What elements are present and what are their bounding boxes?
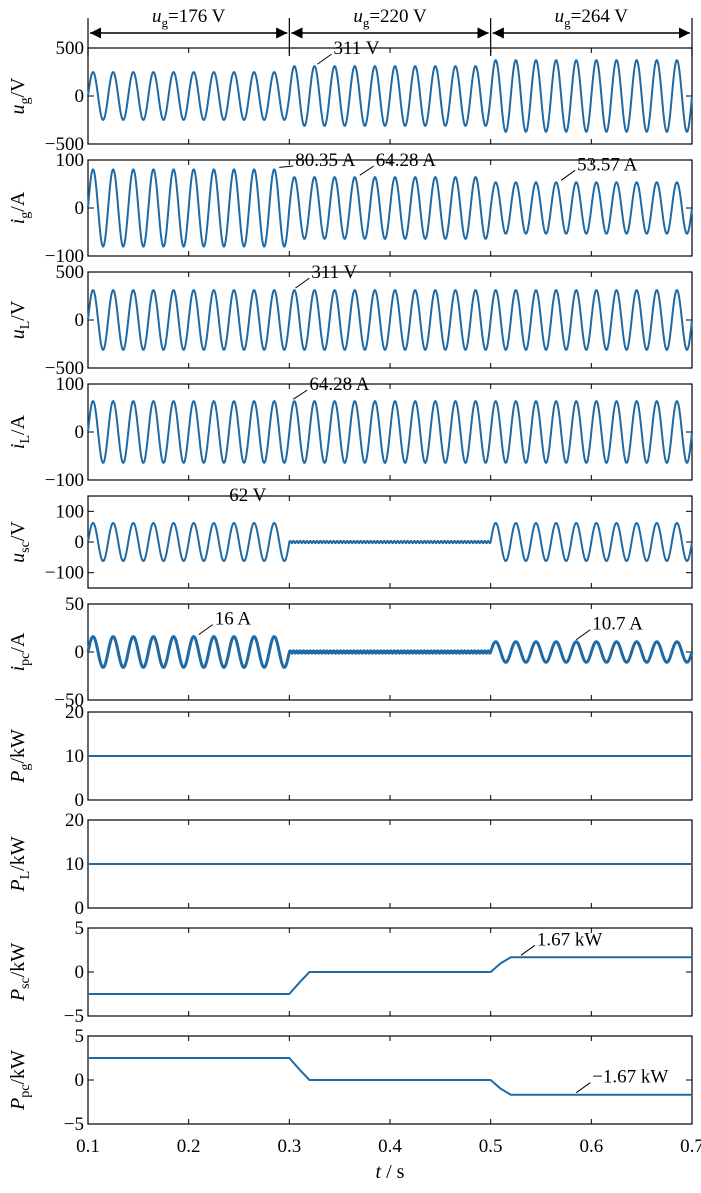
series-line — [87, 59, 693, 133]
y-tick-label: 0 — [75, 198, 85, 219]
y-tick-label: −100 — [45, 246, 84, 267]
x-axis-label: t / s — [376, 1161, 405, 1183]
y-tick-label: −100 — [45, 470, 84, 491]
y-tick-label: 0 — [75, 86, 85, 107]
y-tick-label: 5 — [75, 918, 85, 939]
annotation-label: 311 V — [334, 38, 380, 59]
x-tick-label: 0.1 — [76, 1136, 100, 1157]
panel-ig: 100 0 −100 ig/A 80.35 A 64.28 A 53.57 A — [7, 150, 693, 267]
annotation-leader — [359, 165, 375, 176]
annotation-label: 53.57 A — [577, 154, 637, 175]
panel-Pg: 20 10 0 Pg/kW — [7, 702, 693, 811]
y-tick-label: 500 — [56, 262, 85, 283]
panel-usc: 100 0 −100 usc/V 62 V — [7, 485, 693, 589]
annotation-label: 10.7 A — [592, 614, 643, 635]
y-axis-label: Ppc/kW — [7, 1050, 33, 1111]
y-tick-label: −100 — [45, 563, 84, 584]
x-tick-label: 0.2 — [177, 1136, 201, 1157]
annotation-label: 64.28 A — [376, 150, 436, 171]
panel-PL: 20 10 0 PL/kW — [7, 810, 693, 919]
x-tick-label: 0.4 — [378, 1136, 402, 1157]
series-line — [87, 289, 693, 351]
annotation-leader — [520, 944, 536, 956]
region-label: ug=264 V — [555, 6, 629, 30]
annotation-label: 16 A — [215, 609, 252, 630]
y-axis-label: PL/kW — [7, 836, 33, 892]
y-tick-label: 100 — [56, 374, 85, 395]
y-axis-label: Psc/kW — [7, 943, 33, 1002]
annotation-leader — [293, 389, 308, 400]
y-tick-label: 0 — [75, 642, 85, 663]
series-line — [87, 168, 693, 248]
y-tick-label: 100 — [56, 501, 85, 522]
annotation-label: 1.67 kW — [537, 929, 603, 950]
y-tick-label: 0 — [75, 310, 85, 331]
y-tick-label: 100 — [56, 150, 85, 171]
y-tick-label: 0 — [75, 532, 85, 553]
panel-ug: 500 0 −500 ug/V 311 V — [7, 38, 693, 155]
y-axis-label: iL/A — [7, 414, 33, 449]
y-tick-label: 500 — [56, 38, 85, 59]
series-line — [87, 400, 693, 464]
y-axis-label: usc/V — [7, 521, 33, 563]
region-header: ug=176 V ug=220 V ug=264 V — [87, 6, 693, 56]
y-tick-label: 20 — [65, 702, 84, 723]
annotation-leader — [575, 1082, 591, 1094]
y-tick-label: 0 — [75, 1070, 85, 1091]
y-tick-label: −5 — [64, 1114, 84, 1135]
annotation-label: 311 V — [311, 262, 357, 283]
y-tick-label: 0 — [75, 422, 85, 443]
y-axis-label: ipc/A — [7, 632, 33, 671]
panel-ipc: 50 0 −50 ipc/A 16 A 10.7 A — [7, 594, 694, 711]
annotation-leader — [560, 169, 576, 181]
x-tick-label: 0.7 — [680, 1136, 701, 1157]
panel-uL: 500 0 −500 uL/V 311 V — [7, 262, 693, 379]
annotation-leader — [317, 53, 332, 65]
y-tick-label: 10 — [65, 854, 84, 875]
annotation-label: 62 V — [229, 485, 266, 506]
y-tick-label: −5 — [64, 1006, 84, 1027]
series-line — [88, 956, 692, 995]
region-label: ug=176 V — [152, 6, 226, 30]
y-tick-label: 0 — [75, 898, 85, 919]
x-tick-label: 0.5 — [479, 1136, 503, 1157]
y-axis-label: uL/V — [7, 300, 33, 339]
y-tick-label: 20 — [65, 810, 84, 831]
y-tick-label: 0 — [75, 962, 85, 983]
annotation-label: −1.67 kW — [592, 1067, 668, 1088]
y-tick-label: 10 — [65, 746, 84, 767]
y-tick-label: −500 — [45, 134, 84, 155]
annotation-label: 80.35 A — [295, 150, 355, 171]
series-line — [87, 521, 693, 563]
y-axis-label: ig/A — [7, 191, 33, 224]
y-tick-label: 5 — [75, 1026, 85, 1047]
panel-Psc: 5 0 −5 Psc/kW 1.67 kW — [7, 918, 693, 1027]
series-line — [88, 1057, 692, 1096]
y-axis-label: ug/V — [7, 77, 33, 115]
y-tick-label: −50 — [54, 690, 84, 711]
panel-iL: 100 0 −100 iL/A 64.28 A — [7, 374, 693, 491]
y-axis-label: Pg/kW — [7, 729, 33, 784]
y-tick-label: −500 — [45, 358, 84, 379]
region-label: ug=220 V — [353, 6, 427, 30]
y-tick-label: 50 — [65, 594, 84, 615]
annotation-leader — [198, 624, 214, 636]
annotation-label: 64.28 A — [309, 374, 369, 395]
annotation-leader — [279, 165, 294, 168]
series-line — [86, 635, 694, 669]
panel-Ppc: 5 0 −5 Ppc/kW −1.67 kW — [7, 1026, 693, 1135]
x-axis: 0.1 0.2 0.3 0.4 0.5 0.6 0.7 t / s — [76, 1136, 701, 1183]
annotation-leader — [295, 277, 310, 289]
annotation-leader — [575, 629, 591, 641]
y-tick-label: 0 — [75, 790, 85, 811]
x-tick-label: 0.3 — [277, 1136, 301, 1157]
x-tick-label: 0.6 — [579, 1136, 603, 1157]
